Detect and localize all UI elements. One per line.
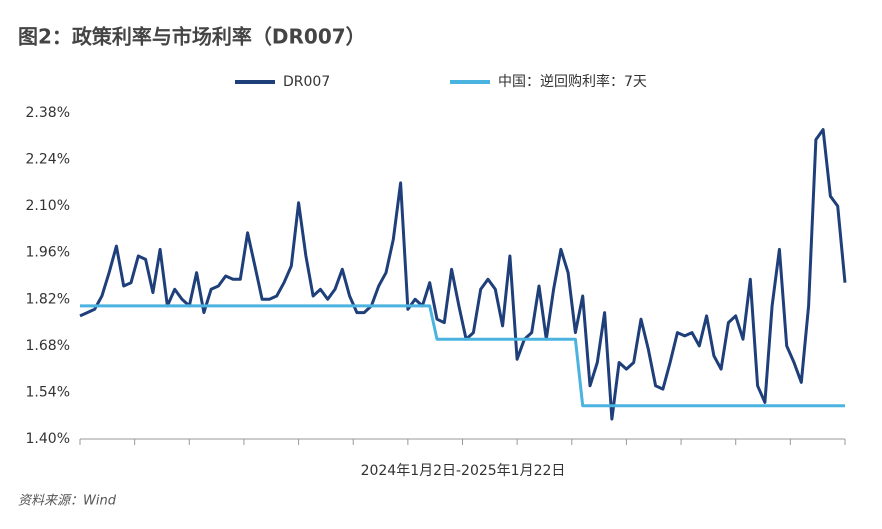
series-line <box>80 304 845 408</box>
y-tick-label: 1.82% <box>26 291 70 307</box>
y-tick-label: 2.10% <box>26 198 70 214</box>
y-tick-label: 2.38% <box>26 105 70 121</box>
y-tick-label: 1.54% <box>26 384 70 400</box>
y-tick-label: 1.40% <box>26 431 70 447</box>
x-axis-label: 2024年1月2日-2025年1月22日 <box>361 463 566 479</box>
legend-label: 中国：逆回购利率：7天 <box>498 73 647 90</box>
chart-title: 图2：政策利率与市场利率（DR007） <box>18 25 366 49</box>
legend-label: DR007 <box>283 74 330 90</box>
series-line <box>79 128 847 421</box>
source: 资料来源：Wind <box>18 494 117 509</box>
y-tick-label: 1.96% <box>26 245 70 261</box>
y-tick-label: 1.68% <box>26 338 70 354</box>
y-tick-label: 2.24% <box>26 152 70 168</box>
